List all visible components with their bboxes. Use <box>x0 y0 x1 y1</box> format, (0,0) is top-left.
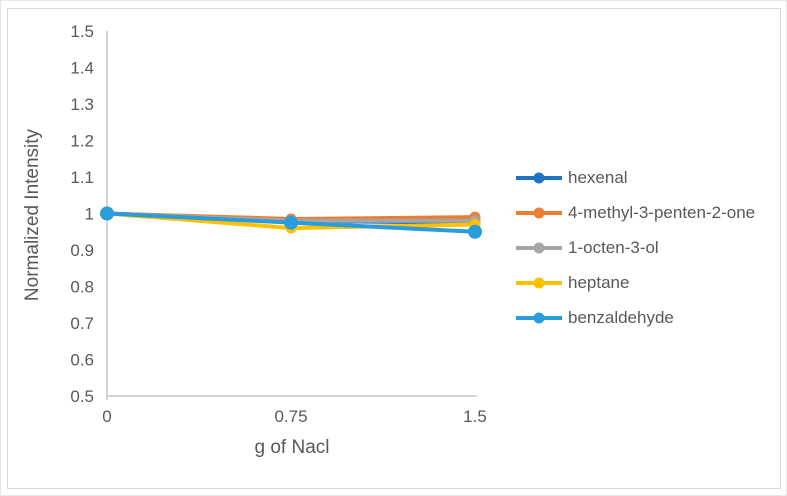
legend-circle <box>533 277 545 288</box>
legend-label: 1-octen-3-ol <box>568 237 659 257</box>
x-tick-label: 1.5 <box>463 407 487 426</box>
x-tick-label: 0 <box>102 407 111 426</box>
series-layer <box>100 206 482 239</box>
legend-marker-icon <box>516 312 562 323</box>
legend-marker-icon <box>516 242 562 253</box>
legend-label: benzaldehyde <box>568 307 674 327</box>
legend-circle <box>533 172 545 183</box>
y-tick-label: 1.4 <box>70 59 94 78</box>
y-axis-title: Normalized Intensity <box>22 128 43 301</box>
legend-label: 4-methyl-3-penten-2-one <box>568 202 756 222</box>
y-tick-label: 1.5 <box>70 22 94 41</box>
data-point-benzaldehyde <box>284 215 298 230</box>
legend-circle <box>533 312 545 323</box>
legend-marker-icon <box>516 277 562 288</box>
data-point-benzaldehyde <box>468 224 482 239</box>
chart-border <box>7 8 781 489</box>
y-axis-ticks: 1.5 1.4 1.3 1.2 1.1 1 0.9 0.8 0.7 0.6 0.5 <box>70 22 94 406</box>
y-tick-label: 0.5 <box>70 387 94 406</box>
legend-marker-icon <box>516 207 562 218</box>
legend-item-heptane[interactable]: heptane <box>516 265 755 300</box>
y-tick-label: 0.6 <box>70 351 94 370</box>
x-axis-ticks: 0 0.75 1.5 <box>102 407 487 426</box>
y-tick-label: 0.7 <box>70 314 94 333</box>
legend-circle <box>533 242 545 253</box>
legend-marker-icon <box>516 172 562 183</box>
x-tick-label: 0.75 <box>274 407 307 426</box>
legend-item-4-methyl-3-penten-2-one[interactable]: 4-methyl-3-penten-2-one <box>516 195 755 230</box>
y-tick-label: 1.1 <box>70 168 94 187</box>
legend-label: hexenal <box>568 167 628 187</box>
y-tick-label: 1.2 <box>70 132 94 151</box>
legend-item-hexenal[interactable]: hexenal <box>516 160 755 195</box>
x-axis-title: g of Nacl <box>255 437 330 458</box>
y-tick-label: 1.3 <box>70 95 94 114</box>
legend: hexenal 4-methyl-3-penten-2-one 1-octen-3-… <box>516 160 755 335</box>
legend-circle <box>533 207 545 218</box>
legend-item-benzaldehyde[interactable]: benzaldehyde <box>516 300 755 335</box>
legend-item-1-octen-3-ol[interactable]: 1-octen-3-ol <box>516 230 755 265</box>
y-tick-label: 0.8 <box>70 278 94 297</box>
legend-label: heptane <box>568 272 630 292</box>
data-point-benzaldehyde <box>100 206 114 221</box>
y-tick-label: 1 <box>85 205 94 224</box>
y-tick-label: 0.9 <box>70 241 94 260</box>
